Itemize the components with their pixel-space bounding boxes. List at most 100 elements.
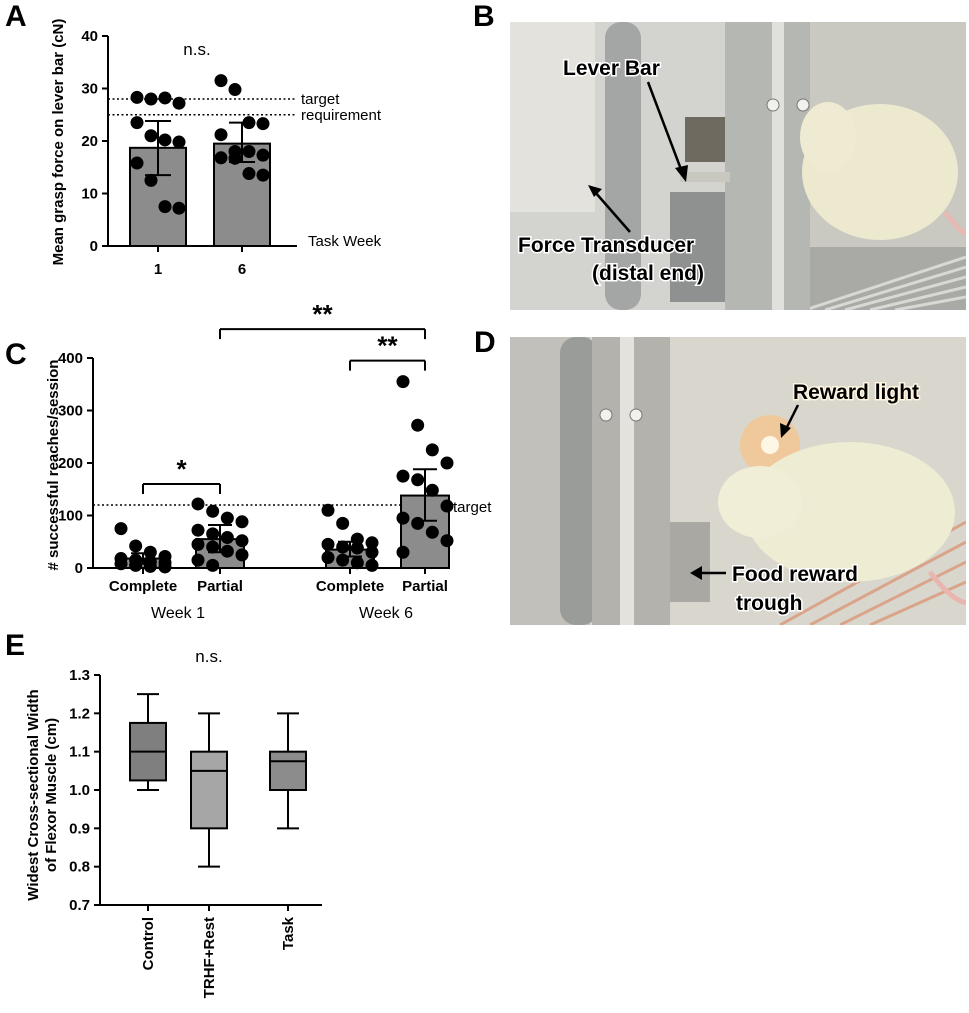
chart-c-point (158, 560, 172, 574)
chart-c-point (206, 504, 220, 518)
chart-c-point (350, 532, 364, 546)
chart-c-ylabel: # successful reaches/session (45, 360, 62, 571)
chart-a-ytick-label: 0 (90, 238, 98, 255)
chart-a-point (158, 91, 172, 105)
chart-c-point (396, 375, 410, 389)
chart-a-point (130, 90, 144, 104)
photo-b-left-panel (510, 22, 595, 212)
chart-c-point (425, 483, 439, 497)
chart-a: Mean grasp force on lever bar (cN) n.s. … (50, 19, 382, 278)
chart-c-point (365, 536, 379, 550)
photo-b-vertical-rail (725, 22, 810, 310)
chart-c-significance-label: ** (312, 299, 333, 329)
photo-d-trough-arrow (690, 566, 726, 580)
chart-a-point (228, 83, 242, 97)
chart-e-box (190, 750, 228, 830)
chart-c-point (411, 473, 425, 487)
chart-a-category-label: 1 (154, 261, 162, 278)
chart-c-point (350, 541, 364, 555)
chart-a-point (130, 116, 144, 130)
photo-b-screw-2 (796, 98, 810, 112)
chart-c-group-label-2: Week 6 (359, 605, 413, 622)
chart-c-point (350, 556, 364, 570)
chart-c-point (191, 497, 205, 511)
chart-e-ylabel-line1: Widest Cross-sectional Width (25, 689, 42, 900)
chart-a-point (214, 74, 228, 88)
chart-e-category-label: TRHF+Rest (201, 917, 218, 998)
photo-b-rat-tail (943, 210, 966, 237)
chart-c-point (191, 537, 205, 551)
chart-c-point (336, 516, 350, 530)
panel-letter-d: D (474, 326, 496, 359)
chart-e-annotation: n.s. (195, 647, 222, 666)
panel-letter-e: E (5, 629, 26, 662)
chart-a-reference-label: requirement (301, 107, 382, 124)
photo-d-reward-setup: Reward light Food reward trough (510, 337, 966, 625)
chart-c-point (129, 558, 143, 572)
chart-a-reference-label: target (301, 91, 340, 108)
photo-d-rat-tail (927, 570, 966, 606)
photo-b-lever-setup: Lever Bar Force Transducer (distal end) (510, 22, 966, 310)
chart-a-point (172, 135, 186, 149)
chart-a-point (144, 129, 158, 143)
chart-a-point (172, 201, 186, 215)
panel-letter-b: B (473, 0, 495, 33)
photo-b-label-lever-bar: Lever Bar (563, 57, 660, 80)
photo-b-screw-1 (766, 98, 780, 112)
chart-e-ytick-label: 1.3 (69, 667, 90, 684)
chart-c-point (143, 545, 157, 559)
chart-a-point (242, 116, 256, 130)
chart-e-ylabel-line2: of Flexor Muscle (cm) (43, 718, 60, 872)
chart-c-point (206, 527, 220, 541)
chart-e-ytick-label: 1.0 (69, 782, 90, 799)
chart-c-point (425, 525, 439, 539)
chart-c-point (191, 523, 205, 537)
chart-c-point (396, 469, 410, 483)
chart-a-point (144, 92, 158, 106)
chart-a-point (256, 117, 270, 131)
chart-a-category-label: 6 (238, 261, 246, 278)
chart-c-point (220, 531, 234, 545)
chart-c-point (235, 515, 249, 529)
photo-d-screw-1 (599, 408, 613, 422)
chart-a-point (256, 168, 270, 182)
chart-c-point (365, 558, 379, 572)
chart-e-ytick-label: 0.7 (69, 897, 90, 914)
photo-b-label-distal-end: (distal end) (592, 262, 704, 285)
panel-letter-c: C (5, 338, 27, 371)
photo-d-light-core (761, 436, 779, 454)
chart-c-point (321, 537, 335, 551)
chart-c-ytick-label: 400 (58, 350, 83, 367)
chart-a-ylabel: Mean grasp force on lever bar (cN) (50, 19, 67, 266)
chart-c-significance-label: * (176, 454, 187, 484)
chart-c-reference-label: target (453, 499, 492, 516)
panel-letter-a: A (5, 0, 27, 33)
chart-c-point (321, 551, 335, 564)
chart-c-ytick-label: 300 (58, 403, 83, 420)
chart-a-xaxis-note: Task Week (308, 233, 382, 250)
chart-c-point (411, 516, 425, 530)
chart-c-point (425, 443, 439, 457)
chart-a-point (242, 145, 256, 158)
chart-a-ytick-label: 30 (81, 81, 98, 98)
chart-c-point (235, 548, 249, 562)
chart-c-point (129, 539, 143, 553)
chart-c-point (396, 545, 410, 559)
chart-c-ytick-label: 100 (58, 508, 83, 525)
chart-c-point (114, 557, 128, 571)
chart-c-category-label: Partial (402, 578, 448, 595)
chart-a-ytick-label: 10 (81, 186, 98, 203)
chart-c-category-label: Partial (197, 578, 243, 595)
chart-a-point (158, 200, 172, 214)
chart-c-category-label: Complete (109, 578, 177, 595)
chart-c: # successful reaches/session Week 1 Week… (45, 299, 492, 622)
chart-e-ytick-label: 0.8 (69, 859, 90, 876)
photo-b-rail-edge (772, 22, 784, 310)
chart-c-point (143, 559, 157, 573)
chart-a-ytick-label: 20 (81, 133, 98, 150)
chart-a-point (242, 167, 256, 181)
photo-d-rat-head (718, 466, 802, 538)
chart-a-point (158, 133, 172, 147)
chart-c-point (336, 553, 350, 567)
chart-c-group-label-1: Week 1 (151, 605, 205, 622)
